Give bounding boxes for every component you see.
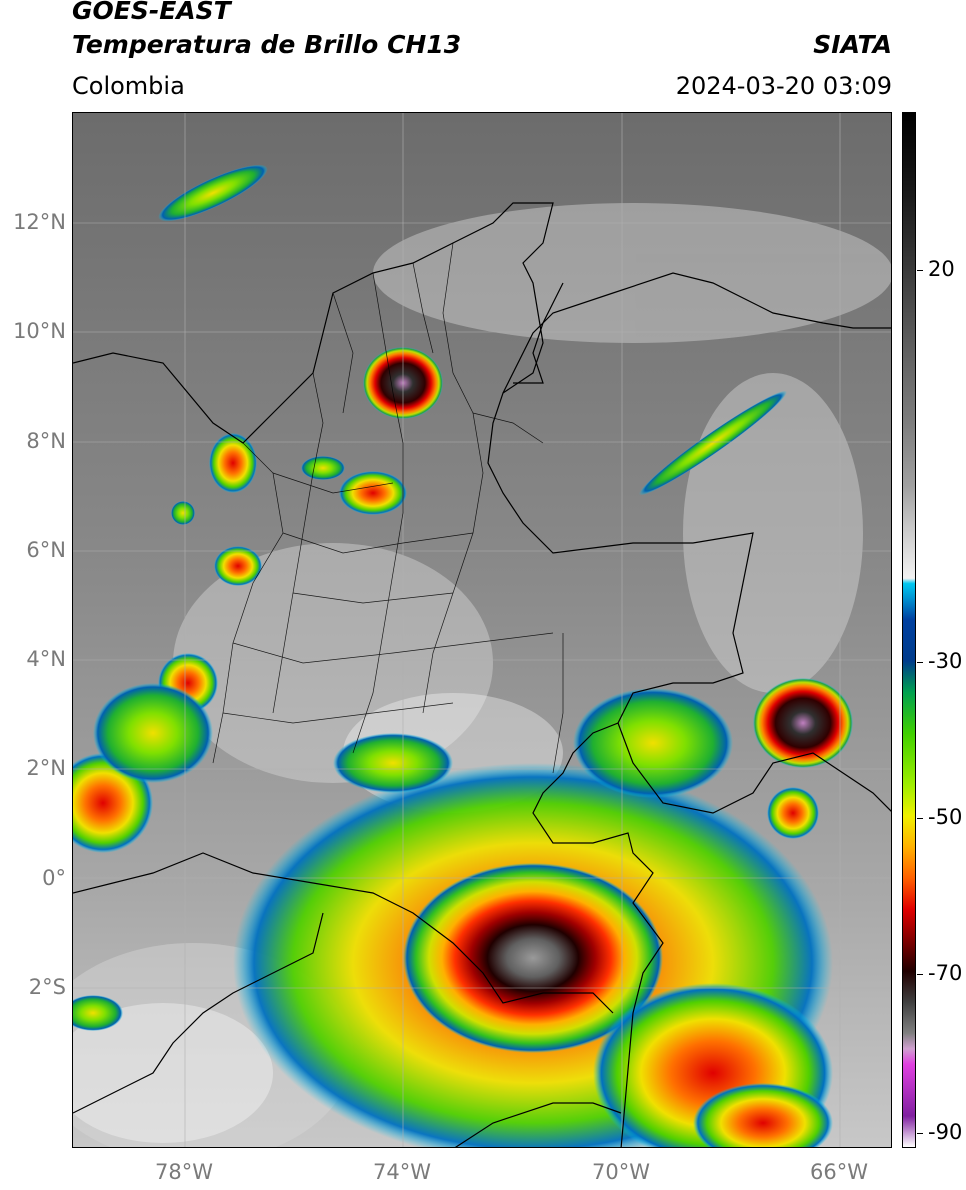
region-label: Colombia bbox=[72, 72, 185, 100]
colorbar-label-minus50: -50 bbox=[928, 805, 963, 829]
lon-tick-66w: 66°W bbox=[810, 1160, 868, 1184]
lat-tick-10n: 10°N bbox=[13, 319, 66, 343]
lat-tick-4n: 4°N bbox=[26, 647, 66, 671]
lat-tick-6n: 6°N bbox=[26, 538, 66, 562]
colorbar-tick bbox=[917, 1133, 923, 1134]
title-line1: GOES-EAST bbox=[72, 0, 231, 25]
colorbar-tick bbox=[917, 662, 923, 663]
colorbar-label-minus30: -30 bbox=[928, 649, 963, 673]
colorbar-tick bbox=[917, 818, 923, 819]
title-line2: Temperatura de Brillo CH13 bbox=[72, 30, 462, 59]
lat-tick-2n: 2°N bbox=[26, 756, 66, 780]
colorbar-tick bbox=[917, 974, 923, 975]
lon-tick-74w: 74°W bbox=[373, 1160, 431, 1184]
source-label: SIATA bbox=[813, 30, 892, 59]
satellite-map bbox=[72, 112, 892, 1148]
lat-tick-0: 0° bbox=[42, 866, 66, 890]
colorbar bbox=[902, 112, 916, 1148]
datetime-label: 2024-03-20 03:09 bbox=[675, 72, 892, 100]
colorbar-label-minus90: -90 bbox=[928, 1120, 963, 1144]
lat-tick-2s: 2°S bbox=[28, 975, 66, 999]
colorbar-label-minus70: -70 bbox=[928, 961, 963, 985]
colorbar-tick bbox=[917, 270, 923, 271]
lon-tick-78w: 78°W bbox=[155, 1160, 213, 1184]
lat-tick-8n: 8°N bbox=[26, 429, 66, 453]
lon-tick-70w: 70°W bbox=[592, 1160, 650, 1184]
lat-tick-12n: 12°N bbox=[13, 210, 66, 234]
colorbar-label-20: 20 bbox=[928, 257, 955, 281]
brightness-temperature-image bbox=[73, 113, 891, 1147]
